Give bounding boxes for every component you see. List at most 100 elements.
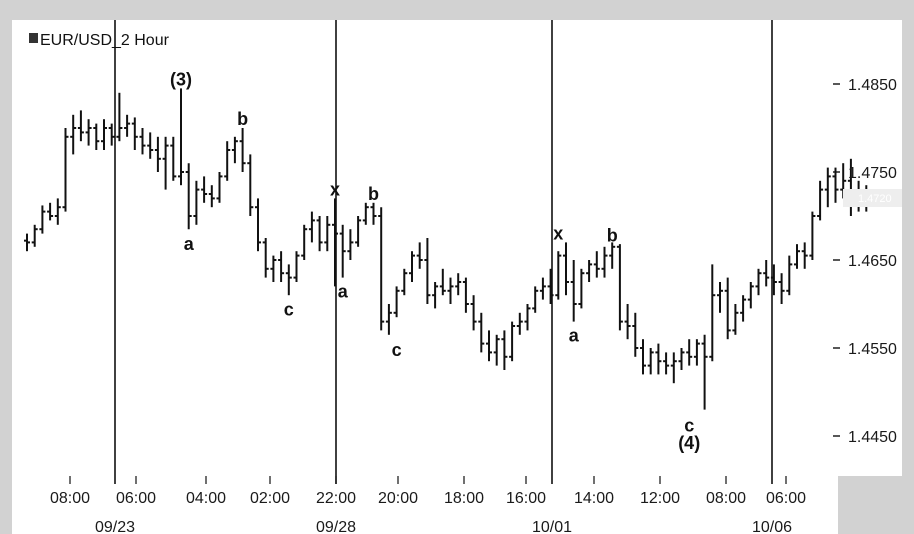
price-bar [763,260,770,287]
price-bar [31,224,38,247]
x-tick-label: 14:00 [574,490,614,507]
price-bar [62,128,69,212]
y-tick-label: 1.4450 [848,429,897,446]
price-bar [794,244,800,269]
price-bar [362,202,369,225]
price-bar [693,339,700,366]
price-bar [208,185,215,208]
price-bar [624,304,631,340]
date-label: 09/28 [316,519,356,534]
price-bar [170,136,177,181]
price-bar [439,268,446,296]
price-bar [224,141,231,181]
plot-area [12,20,838,476]
last-price-badge [843,189,902,207]
price-bar [647,348,654,375]
price-bar [493,334,500,366]
chart-title: EUR/USD_2 Hour [40,32,170,49]
wave-label: c [284,299,294,319]
price-bar [216,172,223,203]
y-tick-label: 1.4650 [848,253,897,270]
price-bar [185,163,192,230]
wave-label: (3) [170,70,192,90]
price-bar [601,246,608,278]
price-bar [70,114,77,155]
x-tick-label: 16:00 [506,490,546,507]
x-tick-label: 06:00 [116,490,156,507]
price-bar [755,268,762,296]
wave-label: a [338,282,349,302]
price-bar [54,198,61,225]
price-bar [24,233,30,252]
price-bar [801,242,808,269]
price-bar [393,286,400,318]
wave-label: c [684,415,694,435]
price-bar [770,264,777,296]
date-label: 09/23 [95,519,135,534]
price-bar [532,286,539,313]
price-bar [539,277,546,300]
y-axis: 1.4850 1.4750 1.4650 1.4550 1.4450 [833,77,897,446]
price-bar [470,295,477,331]
wave-label: x [330,180,340,200]
price-bar [139,128,146,155]
y-tick-label: 1.4550 [848,341,897,358]
session-dividers [114,20,773,484]
price-bar [270,255,277,282]
price-bar [478,312,485,353]
date-label: 10/06 [752,519,792,534]
price-bar [324,216,331,252]
price-bar [509,321,516,362]
wave-label: b [237,109,248,129]
price-bar [462,277,469,313]
price-bar [455,273,462,296]
price-bar [817,180,824,221]
price-bar [501,330,508,370]
wave-label: b [607,225,618,245]
price-bar [547,268,554,304]
price-bar [832,167,839,203]
price-bar [347,229,354,260]
price-bar [316,216,323,252]
price-bar [131,117,138,150]
price-bar [378,207,385,331]
wave-label: b [368,184,379,204]
price-bar [732,304,739,335]
x-axis: 08:00 06:00 04:00 02:00 22:00 20:00 18:00 16:00… [50,476,806,534]
price-bar [447,277,454,304]
price-bar [247,154,254,216]
price-bar [285,264,292,296]
wave-label: a [184,234,195,254]
y-axis-area [838,20,902,476]
price-bar [640,339,646,375]
price-bar [616,244,623,331]
price-bar [524,304,531,331]
price-bar [308,211,315,243]
price-bar [124,114,131,137]
price-bar [301,224,308,260]
price-bar [178,88,184,186]
price-bar [678,348,685,370]
price-bar [332,198,338,287]
wave-label: a [569,326,580,346]
price-bar [701,334,708,410]
wave-label: c [392,340,402,360]
price-bar [655,343,662,375]
price-bar [278,251,285,282]
price-bar [193,180,200,225]
price-bar [77,110,84,142]
instrument-icon [29,33,38,43]
price-bar [670,352,677,384]
price-bar [632,312,639,357]
price-bar [709,264,716,362]
price-bar [563,242,569,296]
wave-label: (4) [678,433,700,453]
price-bar [686,339,693,366]
price-bar [717,282,723,313]
x-tick-label: 20:00 [378,490,418,507]
x-tick-label: 06:00 [766,490,806,507]
price-bar [85,119,92,146]
price-bar [108,123,115,146]
